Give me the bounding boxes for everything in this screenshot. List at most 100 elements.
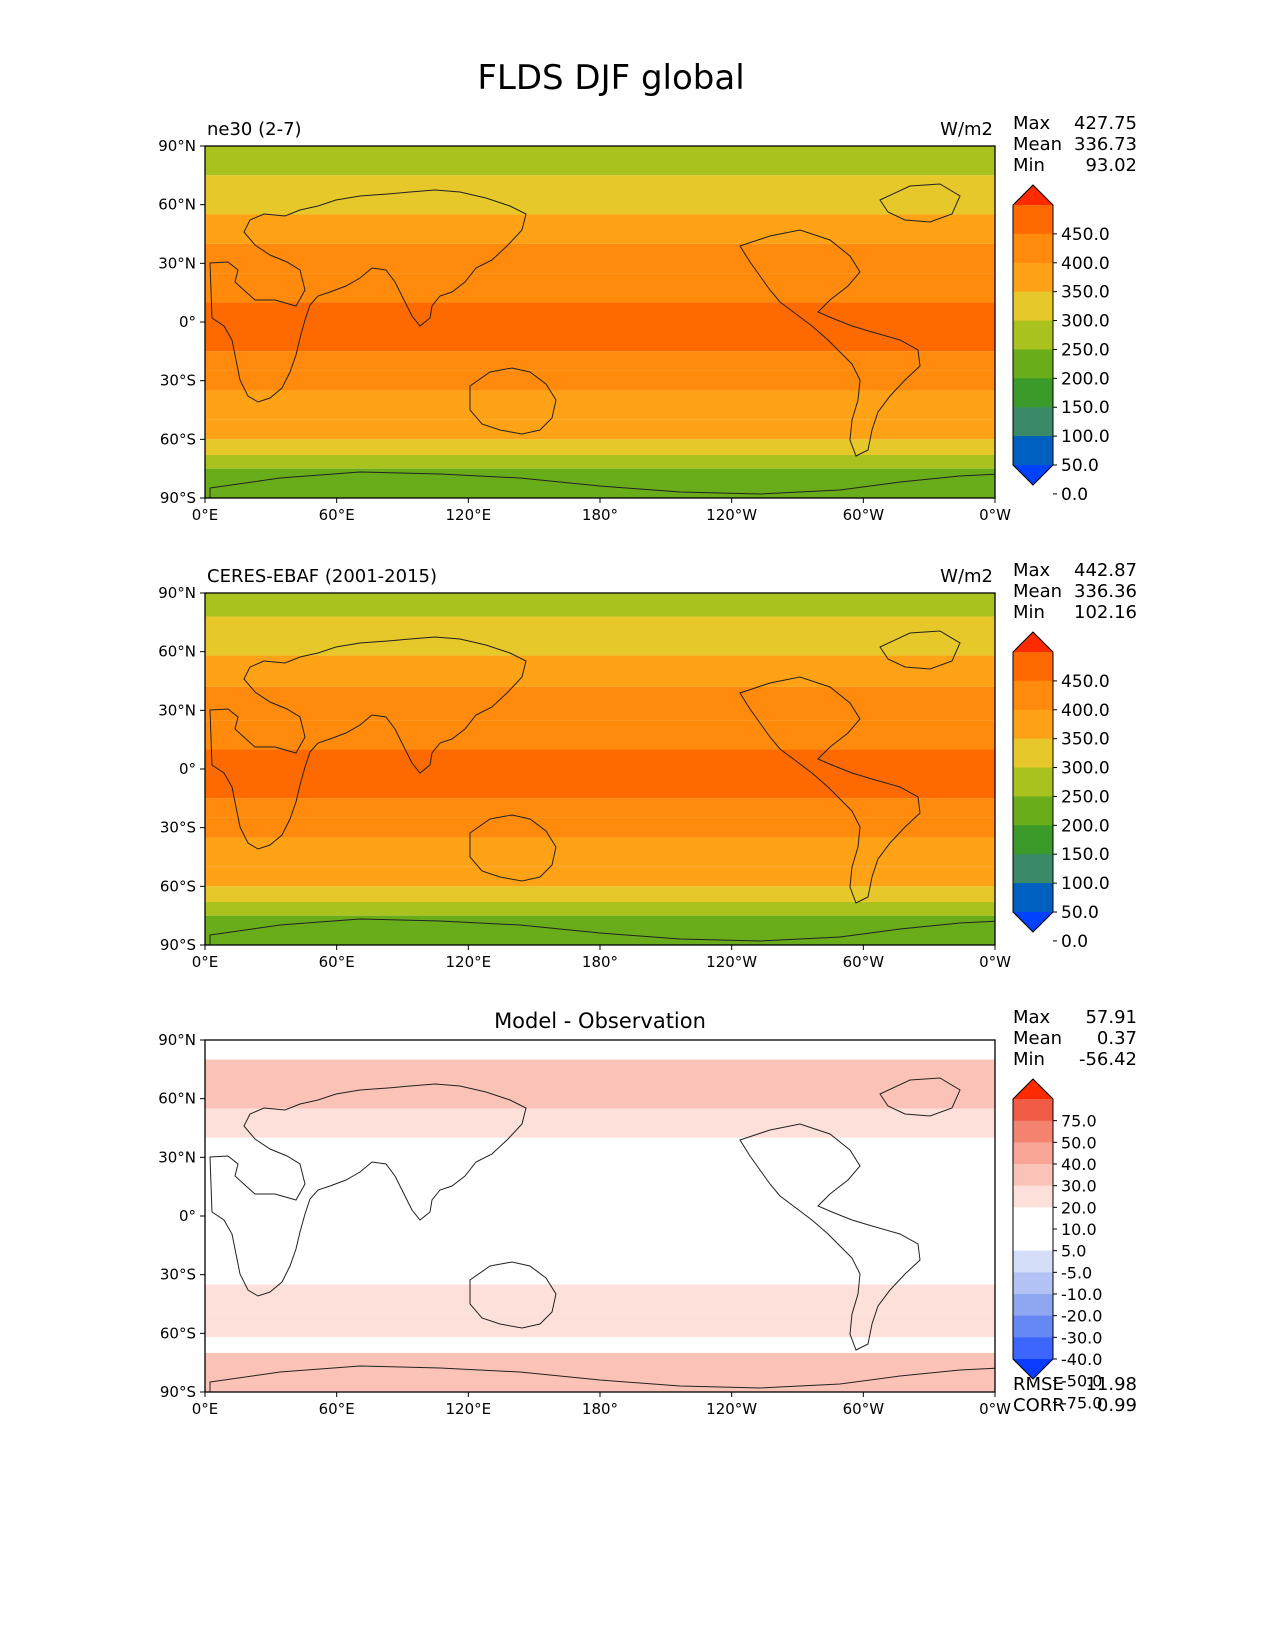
stat-label: Min (1013, 602, 1045, 623)
colorbar-segment (1013, 378, 1053, 408)
colorbar-label: 40.0 (1061, 1155, 1097, 1174)
colorbar-extend-max (1013, 632, 1053, 652)
colorbar-segment (1013, 680, 1053, 711)
y-tick-label: 30°S (160, 372, 196, 390)
lat-band (205, 243, 995, 274)
x-tick-label: 120°W (706, 1400, 757, 1418)
colorbar-segment (1013, 1120, 1053, 1143)
colorbar-label: 400.0 (1061, 701, 1110, 721)
stat-label: Min (1013, 155, 1045, 176)
lat-band (205, 1176, 995, 1256)
x-tick-label: 120°E (446, 953, 492, 971)
y-tick-label: 0° (179, 313, 196, 331)
colorbar-label: 350.0 (1061, 283, 1110, 303)
lat-band (205, 419, 995, 440)
stats-box: Max 57.91 Mean 0.37 Min -56.42 (1013, 1007, 1137, 1070)
colorbar-label: -75.0 (1061, 1393, 1102, 1412)
lat-band (205, 866, 995, 887)
colorbar-segment (1013, 349, 1053, 379)
x-tick-label: 0°W (979, 953, 1011, 971)
y-tick-label: 30°N (158, 254, 196, 272)
stat-label: Max (1013, 560, 1051, 581)
lat-band (205, 351, 995, 371)
lat-band (205, 837, 995, 867)
lat-band (205, 1255, 995, 1285)
colorbar: 450.0 400.0 350.0 300.0 250.0 200.0 150.0 100.0… (1012, 631, 1110, 952)
stat-value: -56.42 (1079, 1049, 1137, 1070)
lat-band (205, 720, 995, 750)
panel-center-title: Model - Observation (494, 1009, 706, 1033)
colorbar-segment (1013, 1250, 1053, 1273)
colorbar-segment (1013, 854, 1053, 884)
colorbar-extend-min (1013, 465, 1053, 485)
y-axis: 90°N 60°N 30°N 0° 30°S 60°S 90°S (158, 137, 205, 507)
y-tick-label: 90°S (160, 936, 196, 954)
colorbar-segment (1013, 1315, 1053, 1338)
figure-title: FLDS DJF global (477, 58, 744, 98)
stats-box: Max 427.75 Mean 336.73 Min 93.02 (1013, 113, 1137, 176)
colorbar-label: 75.0 (1061, 1112, 1097, 1131)
colorbar-extend-min (1013, 1359, 1053, 1379)
colorbar-segment (1013, 1337, 1053, 1360)
y-tick-label: 60°N (158, 196, 196, 214)
panel-units: W/m2 (940, 566, 993, 587)
colorbar-segment (1013, 1164, 1053, 1187)
colorbar-segment (1013, 233, 1053, 264)
map-fill (205, 146, 995, 498)
colorbar-extend-min (1013, 912, 1053, 932)
stat-value: 0.37 (1097, 1028, 1137, 1049)
panel-observation: CERES-EBAF (2001-2015) W/m2 0°E 60°E 120°E… (158, 560, 1137, 971)
colorbar-label: -5.0 (1061, 1263, 1092, 1282)
colorbar-label: 200.0 (1061, 816, 1110, 836)
x-tick-label: 60°E (319, 953, 355, 971)
stat-value: 442.87 (1074, 560, 1137, 581)
lat-band (205, 454, 995, 469)
colorbar-segment (1013, 738, 1053, 769)
panel-left-title: ne30 (2-7) (207, 119, 302, 140)
y-tick-label: 90°N (158, 1031, 196, 1049)
colorbar-segment (1013, 883, 1053, 913)
stat-value: 11.98 (1085, 1374, 1137, 1395)
lat-band (205, 798, 995, 818)
colorbar-label: -10.0 (1061, 1285, 1102, 1304)
colorbar-label: 400.0 (1061, 254, 1110, 274)
y-tick-label: 90°S (160, 1383, 196, 1401)
stats-box: Max 442.87 Mean 336.36 Min 102.16 (1013, 560, 1137, 623)
panel-difference: Model - Observation 0°E 60°E 120°E 180° 120°… (158, 1007, 1137, 1418)
colorbar-segment (1013, 407, 1053, 437)
y-tick-label: 90°N (158, 137, 196, 155)
x-tick-label: 0°W (979, 1400, 1011, 1418)
lat-band (205, 1040, 995, 1060)
colorbar-extend-max (1013, 1079, 1053, 1099)
lat-band (205, 390, 995, 420)
y-tick-label: 30°S (160, 1266, 196, 1284)
lat-band (205, 901, 995, 916)
stat-value: 427.75 (1074, 113, 1137, 134)
lat-band (205, 1284, 995, 1314)
y-tick-label: 60°S (160, 877, 196, 895)
lat-band (205, 1137, 995, 1177)
y-axis: 90°N 60°N 30°N 0° 30°S 60°S 90°S (158, 1031, 205, 1401)
colorbar-segment (1013, 436, 1053, 466)
x-tick-label: 120°E (446, 1400, 492, 1418)
lat-band (205, 1313, 995, 1338)
x-tick-label: 60°E (319, 1400, 355, 1418)
colorbar-label: 50.0 (1061, 456, 1099, 476)
lat-band (205, 468, 995, 498)
x-tick-label: 180° (582, 1400, 618, 1418)
lat-band (205, 370, 995, 391)
colorbar-segment (1013, 1185, 1053, 1208)
colorbar-label: -20.0 (1061, 1307, 1102, 1326)
colorbar-segment (1013, 652, 1053, 682)
colorbar-segment (1013, 1142, 1053, 1165)
colorbar-segment (1013, 709, 1053, 740)
lat-band (205, 616, 995, 656)
stat-value: 336.36 (1074, 581, 1137, 602)
stat-label: Max (1013, 1007, 1051, 1028)
colorbar-segment (1013, 1294, 1053, 1317)
colorbar-label: 30.0 (1061, 1177, 1097, 1196)
y-tick-label: 90°S (160, 489, 196, 507)
colorbar-label: 300.0 (1061, 759, 1110, 779)
colorbar-label: 5.0 (1061, 1242, 1086, 1261)
